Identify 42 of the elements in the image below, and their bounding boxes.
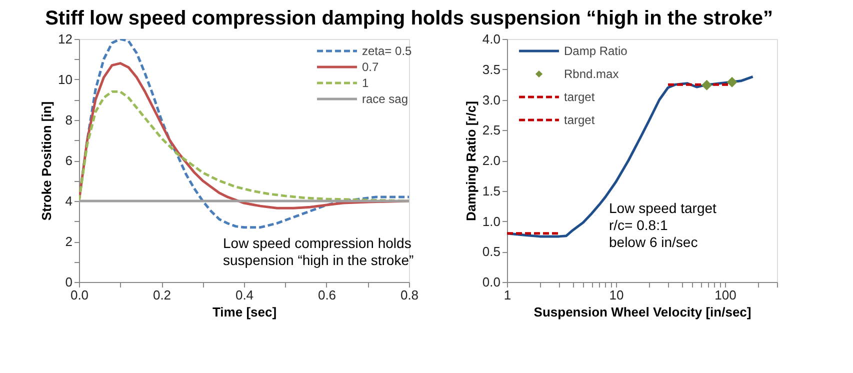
x-axis-title: Suspension Wheel Velocity [in/sec] <box>534 304 752 320</box>
y-tick-label: 2.5 <box>482 122 500 138</box>
x-tick-label: 0.6 <box>318 288 336 302</box>
annotation: suspension “high in the stroke” <box>223 252 414 268</box>
y-tick-label: 1.0 <box>482 214 500 229</box>
y-tick-label: 2 <box>65 234 72 249</box>
y-tick-label: 0 <box>65 274 72 290</box>
x-tick-label: 0.4 <box>235 288 254 302</box>
annotation: r/c= 0.8:1 <box>609 217 668 233</box>
y-tick-label: 0.0 <box>482 274 500 290</box>
legend-label: zeta= 0.5 <box>362 44 412 58</box>
y-axis-title: Damping Ratio [r/c] <box>463 101 478 221</box>
y-tick-label: 6 <box>65 153 72 168</box>
line-series <box>79 90 409 202</box>
x-tick-label: 0.8 <box>400 288 419 302</box>
y-tick-label: 8 <box>65 112 72 128</box>
x-axis-title: Time [sec] <box>212 304 277 320</box>
x-tick-label: 0.2 <box>152 288 172 302</box>
legend-label: Damp Ratio <box>564 44 628 58</box>
y-tick-label: 3.0 <box>482 92 500 108</box>
chart-title: Stiff low speed compression damping holds suspension “high in the stroke” <box>45 8 773 30</box>
annotation: below 6 in/sec <box>609 234 698 250</box>
legend-label: Rbnd.max <box>564 67 619 81</box>
annotation: Low speed target <box>609 200 717 216</box>
y-tick-label: 1.5 <box>482 183 500 198</box>
legend-label: race sag <box>362 92 408 106</box>
legend-label: 0.7 <box>362 60 380 74</box>
y-tick-label: 10 <box>58 72 72 87</box>
y-axis-title: Stroke Position [in] <box>39 101 54 221</box>
x-tick-label: 100 <box>714 288 736 302</box>
x-tick-label: 1 <box>504 288 512 302</box>
y-tick-label: 0.5 <box>482 244 500 260</box>
y-tick-label: 3.5 <box>482 62 500 77</box>
legend-label: target <box>564 90 596 104</box>
y-tick-label: 4.0 <box>482 32 500 46</box>
legend-label: 1 <box>362 76 369 90</box>
y-tick-label: 12 <box>58 32 72 46</box>
annotation: Low speed compression holds <box>223 235 412 251</box>
y-tick-label: 4 <box>65 194 72 208</box>
x-tick-label: 10 <box>609 288 624 302</box>
y-tick-label: 2.0 <box>482 153 500 168</box>
legend-label: target <box>564 113 596 127</box>
